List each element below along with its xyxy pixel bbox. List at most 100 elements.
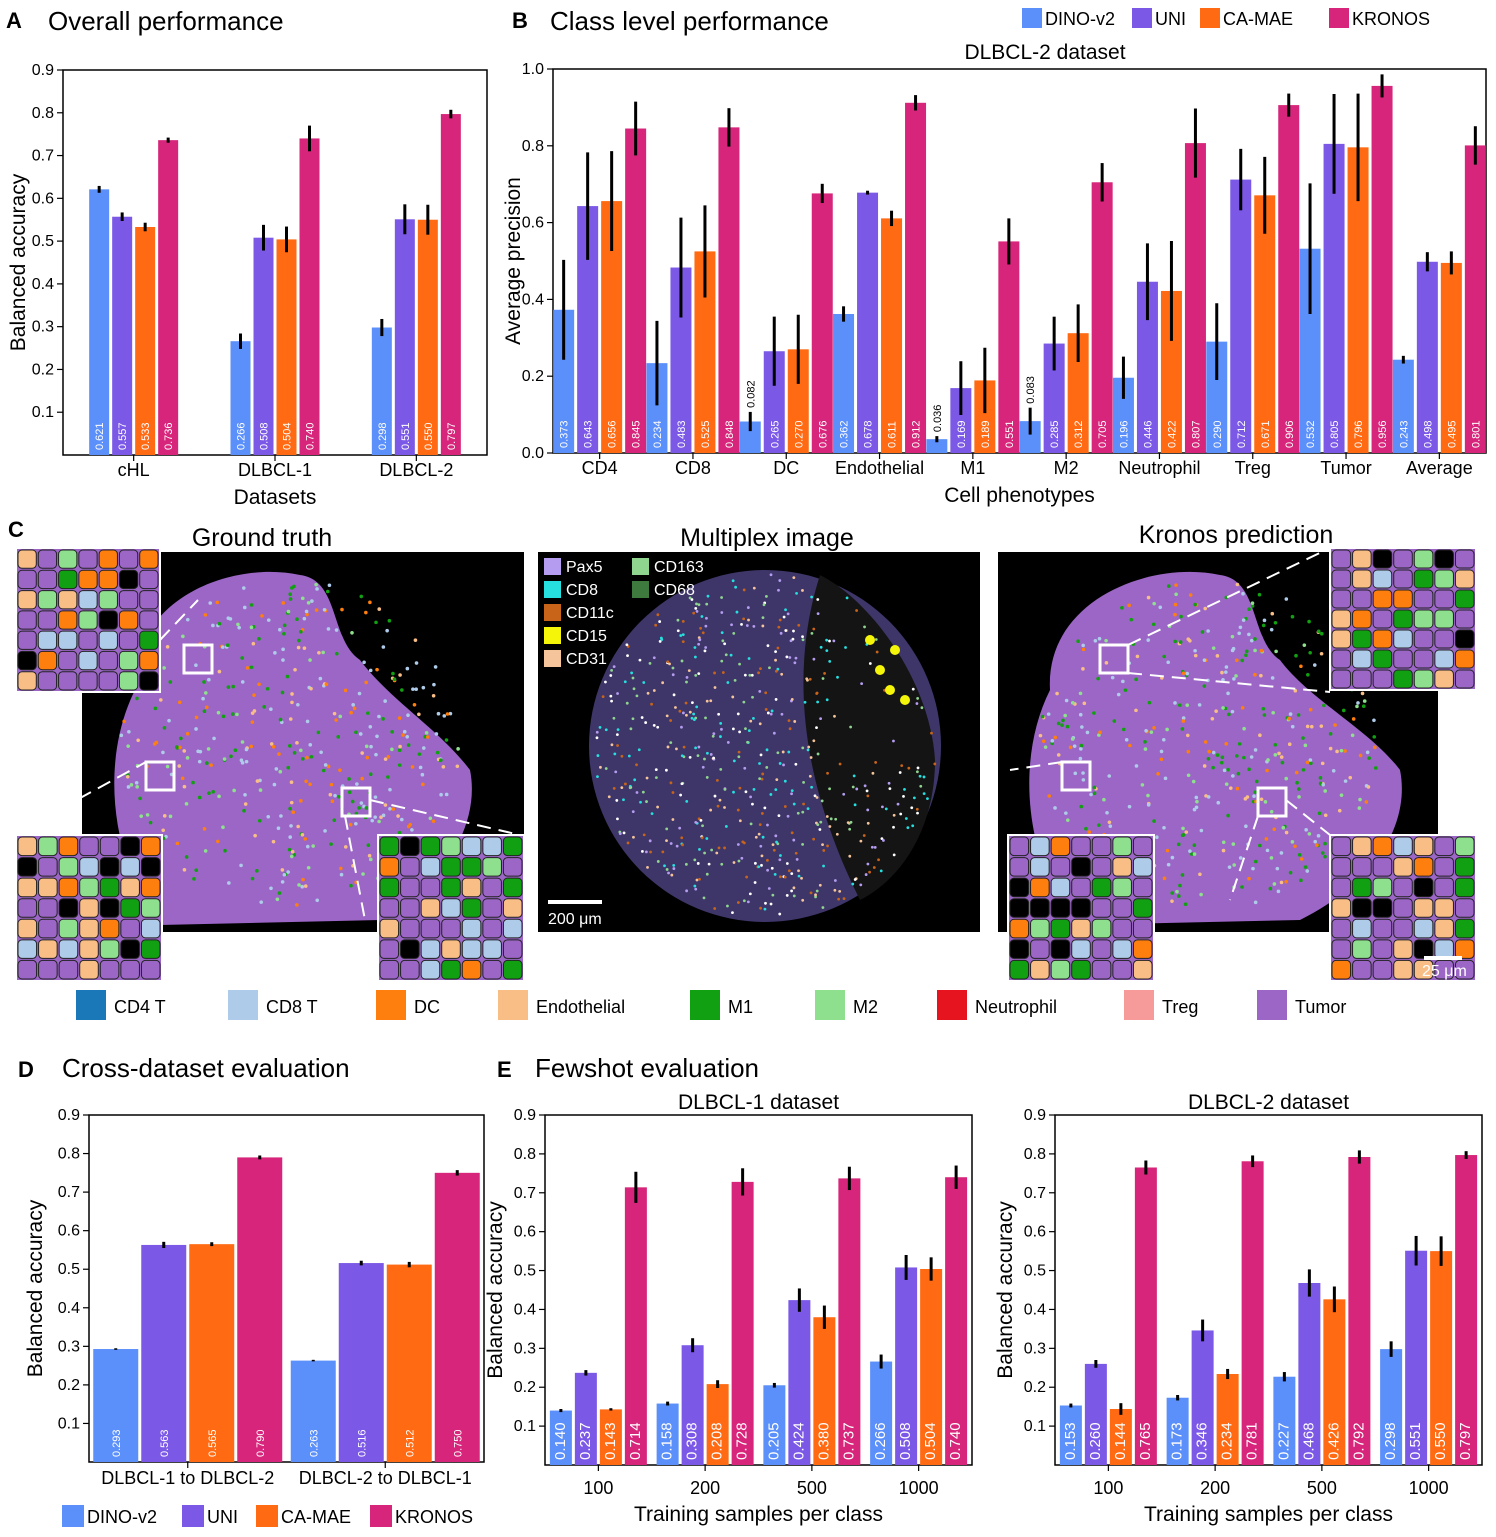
y-tick-label: 0.2: [32, 361, 54, 378]
value-label: 0.266: [236, 422, 248, 450]
y-tick-label: 0.5: [32, 233, 54, 250]
inset-cell: [98, 569, 118, 590]
multiplex-title: Multiplex image: [680, 524, 854, 552]
signal-dot: [656, 860, 660, 863]
signal-dot: [604, 767, 608, 770]
inset-cell: [139, 671, 159, 691]
inset-cell: [1434, 589, 1454, 609]
inset-cell: [139, 549, 159, 569]
signal-dot: [717, 712, 721, 716]
chart-title: DLBCL-2 dataset: [1188, 1091, 1349, 1114]
cell-dot: [1198, 872, 1202, 877]
value-label: 0.234: [1219, 1422, 1236, 1460]
cell-dot: [1081, 771, 1085, 775]
y-tick-label: 0.4: [58, 1300, 80, 1317]
cell-dot: [1362, 699, 1367, 703]
signal-dot: [875, 650, 879, 654]
signal-dot: [675, 844, 679, 848]
signal-dot: [741, 840, 745, 844]
cell-dot: [311, 844, 315, 848]
signal-dot: [726, 741, 730, 744]
cell-dot: [299, 799, 303, 803]
cell-dot: [309, 686, 313, 691]
cell-dot: [1238, 856, 1243, 860]
signal-dot: [828, 660, 832, 663]
cell-dot: [289, 800, 294, 805]
inset-cell: [482, 918, 502, 939]
cell-dot: [319, 750, 323, 755]
bar-uni-1: [1191, 1330, 1214, 1465]
cell-dot: [273, 651, 277, 655]
bar-kronos-8: [1371, 85, 1393, 454]
inset-cell: [58, 857, 79, 877]
inset-cell: [1372, 898, 1393, 918]
y-tick-label: 0.6: [514, 1224, 536, 1241]
signal-dot: [614, 770, 618, 774]
cell-dot: [364, 610, 368, 615]
cell-dot: [418, 765, 423, 770]
inset-cell: [58, 610, 78, 630]
cell-dot: [1147, 700, 1152, 705]
cell-dot: [315, 898, 320, 903]
cd15-signal: [900, 695, 910, 705]
cell-dot: [1180, 833, 1185, 838]
value-label: 0.621: [94, 422, 106, 450]
cell-dot: [1173, 602, 1178, 607]
signal-dot: [616, 817, 619, 821]
cell-dot: [255, 869, 259, 873]
plot-frame: [552, 68, 1487, 454]
cell-dot: [1226, 691, 1230, 696]
cell-dot: [290, 700, 294, 705]
signal-dot: [749, 719, 753, 723]
inset-cell: [17, 918, 38, 939]
bar-dino-v2-9: [1392, 359, 1414, 453]
cell-dot: [1224, 782, 1229, 786]
signal-dot: [834, 817, 838, 821]
signal-dot: [769, 902, 773, 906]
inset-cell: [140, 877, 161, 898]
signal-dot: [866, 862, 870, 866]
cell-dot: [1107, 820, 1112, 825]
cell-dot: [323, 829, 327, 833]
signal-dot: [880, 805, 884, 809]
bar-uni-1: [681, 1345, 704, 1465]
cell-dot: [202, 680, 206, 684]
signal-dot: [930, 731, 933, 735]
cell-dot: [278, 717, 283, 722]
signal-dot: [630, 671, 634, 675]
inset-cell: [1393, 589, 1413, 609]
signal-dot: [819, 820, 823, 824]
cell-dot: [1366, 785, 1371, 789]
signal-dot: [761, 616, 765, 620]
signal-dot: [818, 828, 822, 831]
cell-dot: [1105, 810, 1109, 815]
cell-dot: [278, 627, 282, 632]
signal-dot: [713, 794, 717, 798]
signal-dot: [816, 598, 820, 601]
inset-cell: [58, 650, 78, 671]
signal-dot: [626, 841, 630, 845]
signal-dot: [609, 674, 613, 677]
cell-dot: [295, 617, 299, 622]
signal-dot: [692, 611, 696, 615]
cell-dot: [1249, 755, 1254, 759]
cell-dot: [1203, 740, 1208, 744]
cell-dot: [368, 600, 372, 605]
value-label: 0.426: [1325, 1422, 1342, 1460]
inset-cell: [1091, 939, 1112, 959]
signal-dot: [911, 687, 915, 691]
cell-dot: [291, 810, 296, 815]
inset-cell: [1393, 877, 1413, 898]
signal-dot: [742, 700, 746, 704]
value-label: 0.796: [1353, 420, 1365, 448]
signal-dot: [740, 623, 743, 626]
cell-dot: [1356, 701, 1360, 705]
cell-dot: [411, 687, 415, 691]
y-tick-label: 0.8: [514, 1146, 536, 1163]
inset-cell: [99, 857, 120, 877]
signal-dot: [633, 778, 637, 782]
signal-dot: [787, 869, 791, 873]
cell-dot: [343, 688, 348, 693]
cd15-signal: [885, 685, 895, 695]
